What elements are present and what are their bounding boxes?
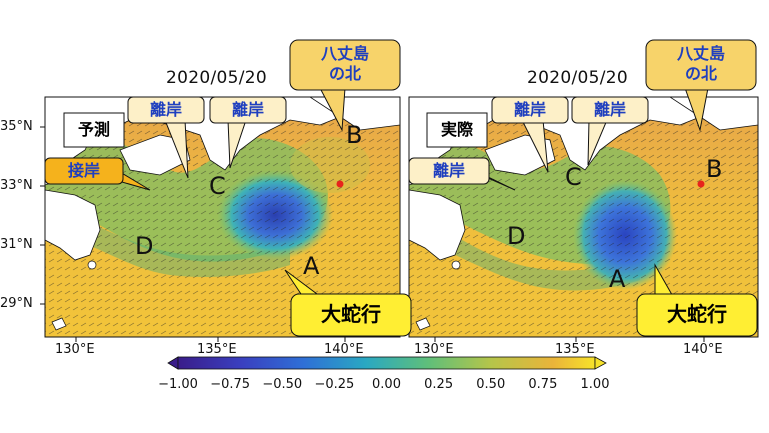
forecast-label: 予測 xyxy=(77,120,110,139)
lon-tick-130-right: 130°E xyxy=(414,342,454,357)
point-a-label: A xyxy=(303,252,320,280)
lat-tick-35: 35°N xyxy=(0,119,33,134)
lat-tick-31: 31°N xyxy=(0,237,33,252)
point-c-label: C xyxy=(565,163,582,191)
nearshore-callout: 接岸 xyxy=(67,161,100,180)
colorbar-tick-label: 0.50 xyxy=(476,377,506,392)
colorbar-tick-label: 0.00 xyxy=(372,377,401,392)
colorbar-tick-label: 1.00 xyxy=(580,377,610,392)
actual-label: 実際 xyxy=(440,120,473,139)
lon-tick-140-right: 140°E xyxy=(683,342,723,357)
north-of-hachijo-callout: 八丈島 の北 xyxy=(676,44,725,83)
colorbar-tick-label: −0.50 xyxy=(262,377,303,392)
lat-tick-29: 29°N xyxy=(0,296,33,311)
hachijojima-marker xyxy=(336,180,344,188)
point-b-label: B xyxy=(706,155,723,183)
colorbar-tick-label: 0.75 xyxy=(528,377,558,392)
colorbar-tick-label: −0.75 xyxy=(210,377,251,392)
point-c-label: C xyxy=(209,172,226,200)
point-a-label: A xyxy=(609,265,626,293)
offshore-callout-2: 離岸 xyxy=(231,100,264,119)
offshore-callout-3: 離岸 xyxy=(432,161,465,180)
colorbar-tick-label: −1.00 xyxy=(158,377,198,392)
lon-tick-130-left: 130°E xyxy=(55,342,95,357)
colorbar-tick-label: −0.25 xyxy=(314,377,355,392)
north-of-hachijo-callout: 八丈島 の北 xyxy=(320,44,369,83)
point-d-label: D xyxy=(135,232,154,260)
point-b-label: B xyxy=(346,121,363,149)
large-meander-callout: 大蛇行 xyxy=(667,302,727,326)
lon-tick-135-right: 135°E xyxy=(555,342,595,357)
axis-ticks xyxy=(40,126,705,342)
hachijojima-marker xyxy=(697,180,705,188)
offshore-callout-1: 離岸 xyxy=(149,100,182,119)
lon-tick-135-left: 135°E xyxy=(197,342,237,357)
colorbar-tick-label: 0.25 xyxy=(424,377,454,392)
offshore-callout-1: 離岸 xyxy=(513,100,546,119)
forecast-date: 2020/05/20 xyxy=(166,68,267,88)
lon-tick-140-left: 140°E xyxy=(324,342,364,357)
large-meander-callout: 大蛇行 xyxy=(321,302,381,326)
actual-date: 2020/05/20 xyxy=(527,68,628,88)
point-d-label: D xyxy=(507,222,526,250)
colorbar xyxy=(167,356,607,370)
lat-tick-33: 33°N xyxy=(0,178,33,193)
offshore-callout-2: 離岸 xyxy=(593,100,626,119)
